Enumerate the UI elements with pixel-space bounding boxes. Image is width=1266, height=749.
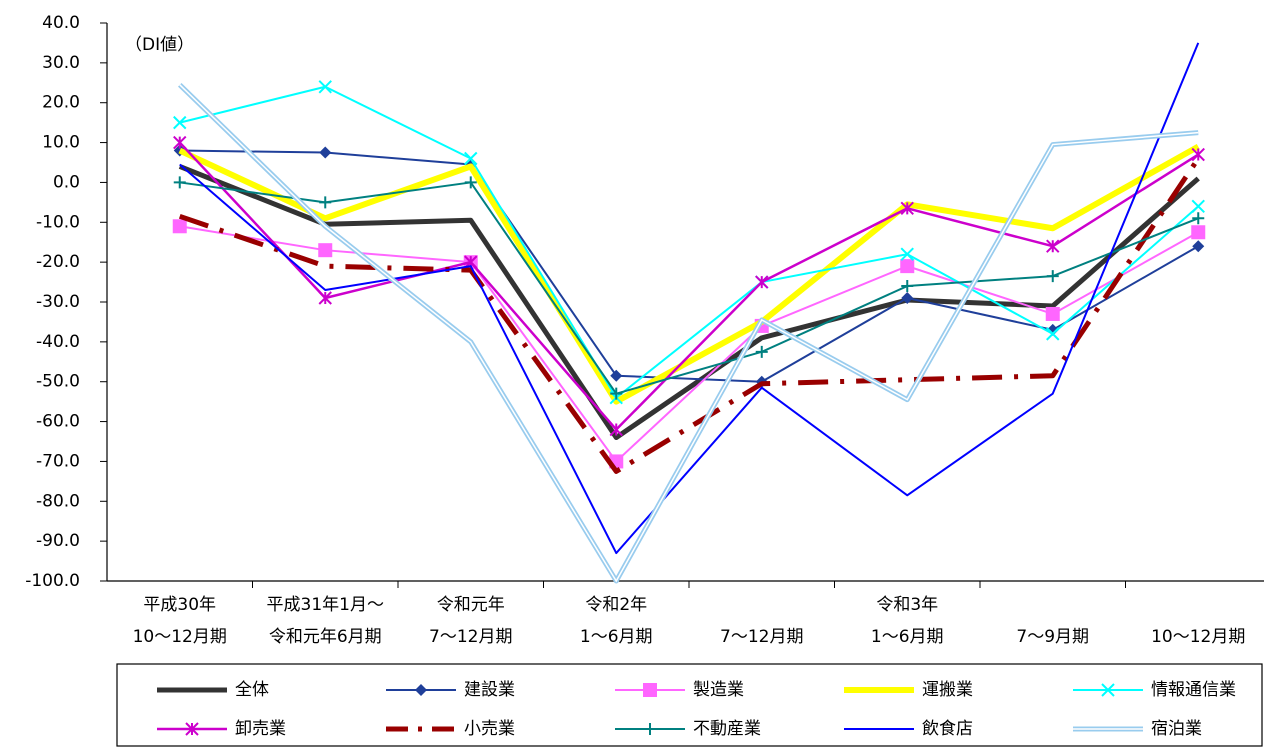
series-line: [178, 164, 1200, 441]
x-tick-label: 平成30年: [143, 595, 216, 615]
legend-box: [116, 663, 1263, 747]
x-tick-label: 令和元年6月期: [269, 627, 382, 647]
marker: [1046, 270, 1059, 283]
marker: [1191, 199, 1205, 214]
legend-label: 飲食店: [922, 719, 973, 739]
marker: [643, 683, 657, 697]
legend-label: 卸売業: [235, 719, 286, 739]
marker: [900, 247, 914, 261]
marker: [755, 345, 768, 358]
series-line: [179, 42, 1200, 555]
marker: [609, 422, 623, 437]
series-line: [179, 85, 1199, 399]
marker: [318, 80, 332, 94]
y-tick-label: 40.0: [42, 13, 80, 33]
y-tick-label: -40.0: [36, 332, 80, 352]
marker: [1192, 240, 1205, 253]
marker: [318, 291, 332, 305]
marker: [173, 135, 187, 150]
legend-label: 情報通信業: [1151, 680, 1236, 700]
y-tick-label: -90.0: [36, 531, 80, 551]
x-tick-label: 7～9月期: [1016, 627, 1089, 647]
marker: [319, 196, 332, 209]
marker: [1192, 212, 1205, 225]
marker: [318, 243, 333, 258]
marker: [464, 176, 477, 189]
marker: [319, 146, 332, 159]
y-tick-label: 20.0: [42, 93, 80, 113]
marker: [610, 369, 623, 382]
x-tick-label: 1～6月期: [580, 627, 653, 647]
marker: [901, 280, 914, 293]
x-tick-label: 令和元年: [437, 595, 505, 615]
legend-label: 全体: [235, 680, 269, 700]
legend-label: 宿泊業: [1151, 719, 1202, 739]
marker: [1045, 306, 1060, 321]
marker: [1191, 147, 1205, 162]
y-tick-label: -20.0: [36, 252, 80, 272]
x-tick-label: 令和2年: [585, 595, 647, 615]
marker: [415, 684, 427, 696]
series-line: [178, 143, 1200, 405]
marker: [900, 259, 915, 274]
y-tick-label: -60.0: [36, 412, 80, 432]
series-line: [179, 149, 1199, 383]
series-line: [179, 225, 1199, 463]
series-line: [178, 141, 1199, 431]
y-tick-label: 0.0: [53, 172, 80, 192]
marker: [173, 176, 186, 189]
marker: [1046, 327, 1060, 341]
marker: [900, 201, 914, 216]
series-line: [178, 157, 1201, 474]
y-tick-label: 30.0: [42, 53, 80, 73]
y-tick-label: -80.0: [36, 491, 80, 511]
marker: [464, 151, 478, 166]
legend-label: 不動産業: [693, 719, 761, 739]
y-tick-label: 10.0: [42, 133, 80, 153]
x-tick-label: 平成31年1月～: [267, 595, 384, 615]
marker: [185, 722, 199, 736]
legend-label: 建設業: [464, 680, 515, 700]
marker: [1101, 683, 1115, 697]
x-tick-label: 7～12月期: [720, 627, 803, 647]
legend-label: 運搬業: [922, 680, 973, 700]
series-line: [179, 181, 1199, 395]
x-tick-label: 10～12月期: [133, 627, 227, 647]
marker: [901, 292, 914, 305]
series-line: [178, 82, 1199, 584]
y-tick-label: -50.0: [36, 372, 80, 392]
legend-label: 小売業: [464, 719, 515, 739]
y-tick-label: -70.0: [36, 451, 80, 471]
y-tick-label: -30.0: [36, 292, 80, 312]
marker: [1046, 239, 1060, 253]
marker: [610, 387, 623, 400]
x-tick-label: 1～6月期: [871, 627, 944, 647]
y-tick-label: -100.0: [25, 571, 80, 591]
marker: [173, 115, 187, 130]
x-tick-label: 7～12月期: [429, 627, 512, 647]
annotation: （DI値）: [125, 35, 194, 55]
marker: [172, 219, 187, 234]
marker: [644, 723, 656, 735]
marker: [1191, 225, 1206, 240]
y-tick-label: -10.0: [36, 212, 80, 232]
marker: [755, 275, 769, 289]
legend-label: 製造業: [693, 680, 744, 700]
x-tick-label: 令和3年: [876, 595, 938, 615]
x-tick-label: 10～12月期: [1151, 627, 1245, 647]
series-line-inner: [179, 84, 1199, 583]
